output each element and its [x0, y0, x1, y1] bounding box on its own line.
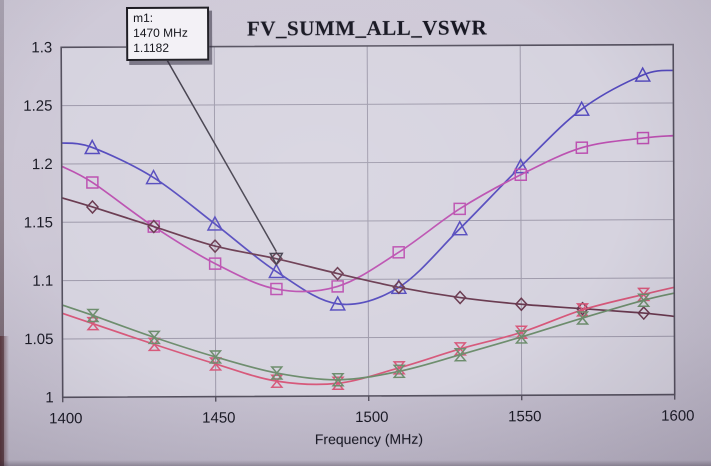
magenta-square-trace-marker — [453, 202, 466, 216]
y-tick-label: 1.25 — [23, 98, 52, 115]
axis-ticks — [62, 394, 676, 403]
green-hourglass-trace-marker — [331, 372, 345, 387]
x-tick-label: 1500 — [355, 409, 388, 426]
blue-triangle-trace-line — [61, 69, 674, 306]
photo-edge-shadow-corner — [0, 336, 9, 466]
photo-edge-shadow-bottom — [0, 460, 711, 466]
red-hourglass-trace-marker — [637, 287, 651, 302]
marker-m1-readout: m1: 1470 MHz 1.1182 — [126, 6, 210, 62]
green-hourglass-trace-marker — [514, 330, 529, 344]
y-tick-label: 1.1 — [32, 273, 53, 290]
magenta-square-trace-marker — [270, 282, 283, 296]
blue-triangle-trace-marker — [512, 158, 529, 174]
chart-title: FV_SUMM_ALL_VSWR — [246, 15, 488, 41]
magenta-square-trace-marker — [575, 141, 589, 154]
series-blue-triangle-trace — [61, 66, 674, 311]
maroon-diamond-trace-marker — [453, 290, 467, 305]
maroon-diamond-trace-marker — [331, 266, 345, 281]
maroon-diamond-trace-marker — [208, 239, 222, 254]
magenta-square-trace-marker — [147, 220, 161, 233]
green-hourglass-trace-marker — [270, 366, 284, 380]
series-green-hourglass-trace — [62, 292, 675, 387]
green-hourglass-trace-marker — [208, 350, 223, 364]
green-hourglass-trace-marker — [147, 330, 161, 345]
marker-m1-symbol — [269, 252, 284, 267]
x-tick-label: 1400 — [49, 410, 82, 427]
blue-triangle-trace-marker — [206, 215, 224, 231]
marker-m1-id: m1: — [133, 10, 154, 25]
blue-triangle-trace-marker — [329, 295, 346, 311]
x-tick-label: 1450 — [202, 410, 235, 427]
red-hourglass-trace-marker — [453, 342, 467, 356]
blue-triangle-trace-marker — [145, 168, 162, 185]
marker-m1-value: 1.1182 — [133, 41, 170, 56]
blue-triangle-trace-marker — [451, 220, 469, 236]
x-tick-label: 1600 — [661, 408, 694, 425]
x-tick-label: 1550 — [508, 408, 541, 425]
magenta-square-trace-marker — [636, 131, 650, 145]
tick-labels: 1 1.05 1.1 1.15 1.2 1.25 1.3 1400 1450 1500 1550 16… — [23, 39, 694, 427]
y-tick-label: 1 — [45, 389, 53, 406]
green-hourglass-trace-marker — [392, 364, 406, 379]
y-tick-label: 1.2 — [32, 156, 53, 173]
x-axis-label: Frequency (MHz) — [314, 430, 424, 448]
maroon-diamond-trace-marker — [392, 280, 406, 295]
marker-m1 — [164, 56, 284, 267]
blue-triangle-trace-marker — [634, 66, 651, 82]
maroon-diamond-trace-marker — [514, 297, 528, 312]
y-tick-label: 1.05 — [24, 331, 53, 348]
blue-triangle-trace-marker — [268, 262, 285, 279]
maroon-diamond-trace-marker — [85, 199, 100, 215]
maroon-diamond-trace-marker — [637, 305, 651, 321]
magenta-square-trace-marker — [331, 280, 344, 293]
y-tick-label: 1.3 — [31, 39, 52, 56]
blue-triangle-trace-marker — [573, 100, 590, 116]
green-hourglass-trace-marker — [575, 311, 590, 325]
blue-triangle-trace-marker — [83, 138, 101, 155]
green-hourglass-trace-marker — [86, 308, 100, 323]
green-hourglass-trace-marker — [637, 293, 651, 308]
magenta-square-trace-marker — [86, 176, 99, 189]
magenta-square-trace-marker — [392, 246, 405, 259]
green-hourglass-trace-marker — [453, 347, 467, 362]
gridlines — [61, 45, 675, 397]
magenta-square-trace-marker — [208, 257, 222, 270]
marker-m1-frequency: 1470 MHz — [133, 25, 188, 41]
green-hourglass-trace-line — [62, 292, 675, 381]
y-tick-label: 1.15 — [24, 214, 53, 231]
maroon-diamond-trace-marker — [147, 219, 161, 234]
photo-edge-shadow-left — [0, 0, 4, 466]
marker-m1-pointer-line — [164, 56, 277, 252]
magenta-square-trace-marker — [514, 168, 528, 182]
maroon-diamond-trace-marker — [576, 301, 590, 316]
